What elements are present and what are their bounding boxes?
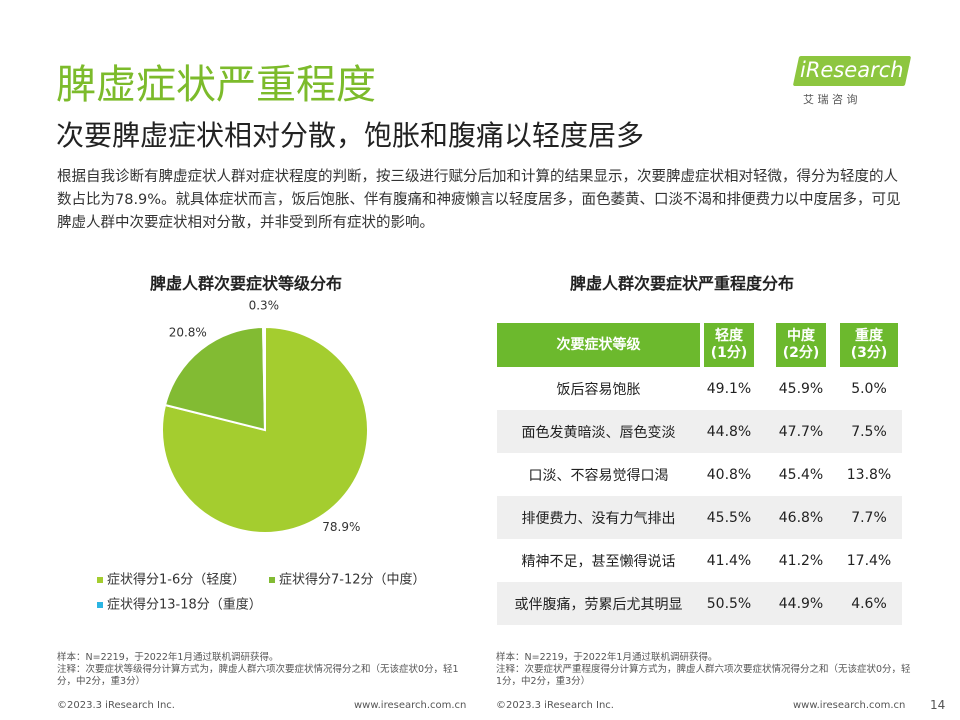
- note: 注释：次要症状严重程度得分计算方式为，脾虚人群六项次要症状情况得分之和（无该症状…: [496, 664, 911, 687]
- pie-slice: [161, 325, 369, 534]
- note: 样本：N=2219，于2022年1月通过联机调研获得。: [57, 652, 279, 663]
- table-cell: 17.4%: [846, 552, 892, 569]
- chart-title: 脾虚人群次要症状等级分布: [150, 274, 343, 293]
- header-score: (3分): [850, 345, 888, 361]
- row-bg: [497, 496, 902, 539]
- table-cell: 45.4%: [778, 466, 824, 483]
- table-cell: 45.5%: [706, 509, 752, 526]
- header-score: (1分): [710, 345, 748, 361]
- title: 脾虚症状严重程度: [56, 62, 376, 108]
- url: www.iresearch.com.cn: [793, 700, 906, 711]
- header-cell: 中度 (2分): [776, 323, 826, 367]
- header-name: 次要症状等级: [556, 336, 641, 353]
- data-label: 78.9%: [322, 520, 360, 534]
- table-cell: 41.4%: [706, 552, 752, 569]
- copyright: ©2023.3 iResearch Inc.: [57, 700, 175, 711]
- table-cell: 13.8%: [846, 466, 892, 483]
- note: 样本：N=2219，于2022年1月通过联机调研获得。: [496, 652, 718, 663]
- data-label: 20.8%: [169, 325, 207, 339]
- table-cell: 47.7%: [778, 423, 824, 440]
- table-cell: 44.9%: [778, 595, 824, 612]
- data-label: 0.3%: [249, 299, 280, 313]
- table-cell: 41.2%: [778, 552, 824, 569]
- description: 根据自我诊断有脾虚症状人群对症状程度的判断，按三级进行赋分后加和计算的结果显示，…: [57, 169, 901, 231]
- table-cell: 面色发黄暗淡、唇色变淡: [521, 424, 676, 441]
- legend-marker: [269, 577, 275, 583]
- table-cell: 7.5%: [851, 423, 887, 440]
- table-cell: 口淡、不容易觉得口渴: [528, 467, 669, 484]
- header-cell: 轻度 (1分): [704, 323, 754, 367]
- table-cell: 46.8%: [778, 509, 824, 526]
- table-title: 脾虚人群次要症状严重程度分布: [570, 274, 795, 293]
- legend-marker: [97, 577, 103, 583]
- logo-sub: 艾 瑞 咨 询: [803, 93, 858, 106]
- pie-chart: 78.9% 20.8% 0.3% 症状得分1-6分（轻度） 症状得分7-12分（中度） 症…: [97, 299, 426, 613]
- header-name: 中度: [787, 328, 815, 344]
- table-cell: 49.1%: [706, 380, 752, 397]
- table-cell: 4.6%: [851, 595, 887, 612]
- legend-marker: [97, 602, 103, 608]
- copyright: ©2023.3 iResearch Inc.: [496, 700, 614, 711]
- notes-right: 样本：N=2219，于2022年1月通过联机调研获得。 注释：次要症状严重程度得…: [496, 652, 916, 688]
- note: 注释：次要症状等级得分计算方式为，脾虚人群六项次要症状情况得分之和（无该症状0分…: [57, 664, 459, 687]
- row-bg: [497, 582, 902, 625]
- table-cell: 50.5%: [706, 595, 752, 612]
- row-bg: [497, 410, 902, 453]
- header-name: 轻度: [715, 328, 743, 344]
- url: www.iresearch.com.cn: [354, 700, 467, 711]
- header-cell: 重度 (3分): [840, 323, 898, 367]
- table-cell: 精神不足，甚至懒得说话: [521, 553, 676, 570]
- logo: iResearch: [800, 58, 904, 82]
- pie-slice: [163, 325, 267, 432]
- header-cell: 次要症状等级: [497, 323, 700, 367]
- legend-label: 症状得分13-18分（重度）: [107, 597, 262, 613]
- table-cell: 排便费力、没有力气排出: [521, 510, 676, 527]
- table-cell: 45.9%: [778, 380, 824, 397]
- legend-label: 症状得分1-6分（轻度）: [107, 572, 245, 588]
- legend-label: 症状得分7-12分（中度）: [279, 572, 426, 588]
- notes-left: 样本：N=2219，于2022年1月通过联机调研获得。 注释：次要症状等级得分计…: [57, 652, 477, 688]
- header-name: 重度: [855, 328, 883, 344]
- subtitle: 次要脾虚症状相对分散，饱胀和腹痛以轻度居多: [56, 119, 645, 152]
- table-cell: 40.8%: [706, 466, 752, 483]
- page-number: 14: [930, 698, 946, 712]
- table-cell: 饭后容易饱胀: [556, 381, 641, 398]
- table-cell: 或伴腹痛，劳累后尤其明显: [514, 596, 683, 613]
- table-cell: 5.0%: [851, 380, 887, 397]
- pie-slice: [262, 325, 266, 431]
- table-cell: 44.8%: [706, 423, 752, 440]
- header-score: (2分): [782, 345, 820, 361]
- table-cell: 7.7%: [851, 509, 887, 526]
